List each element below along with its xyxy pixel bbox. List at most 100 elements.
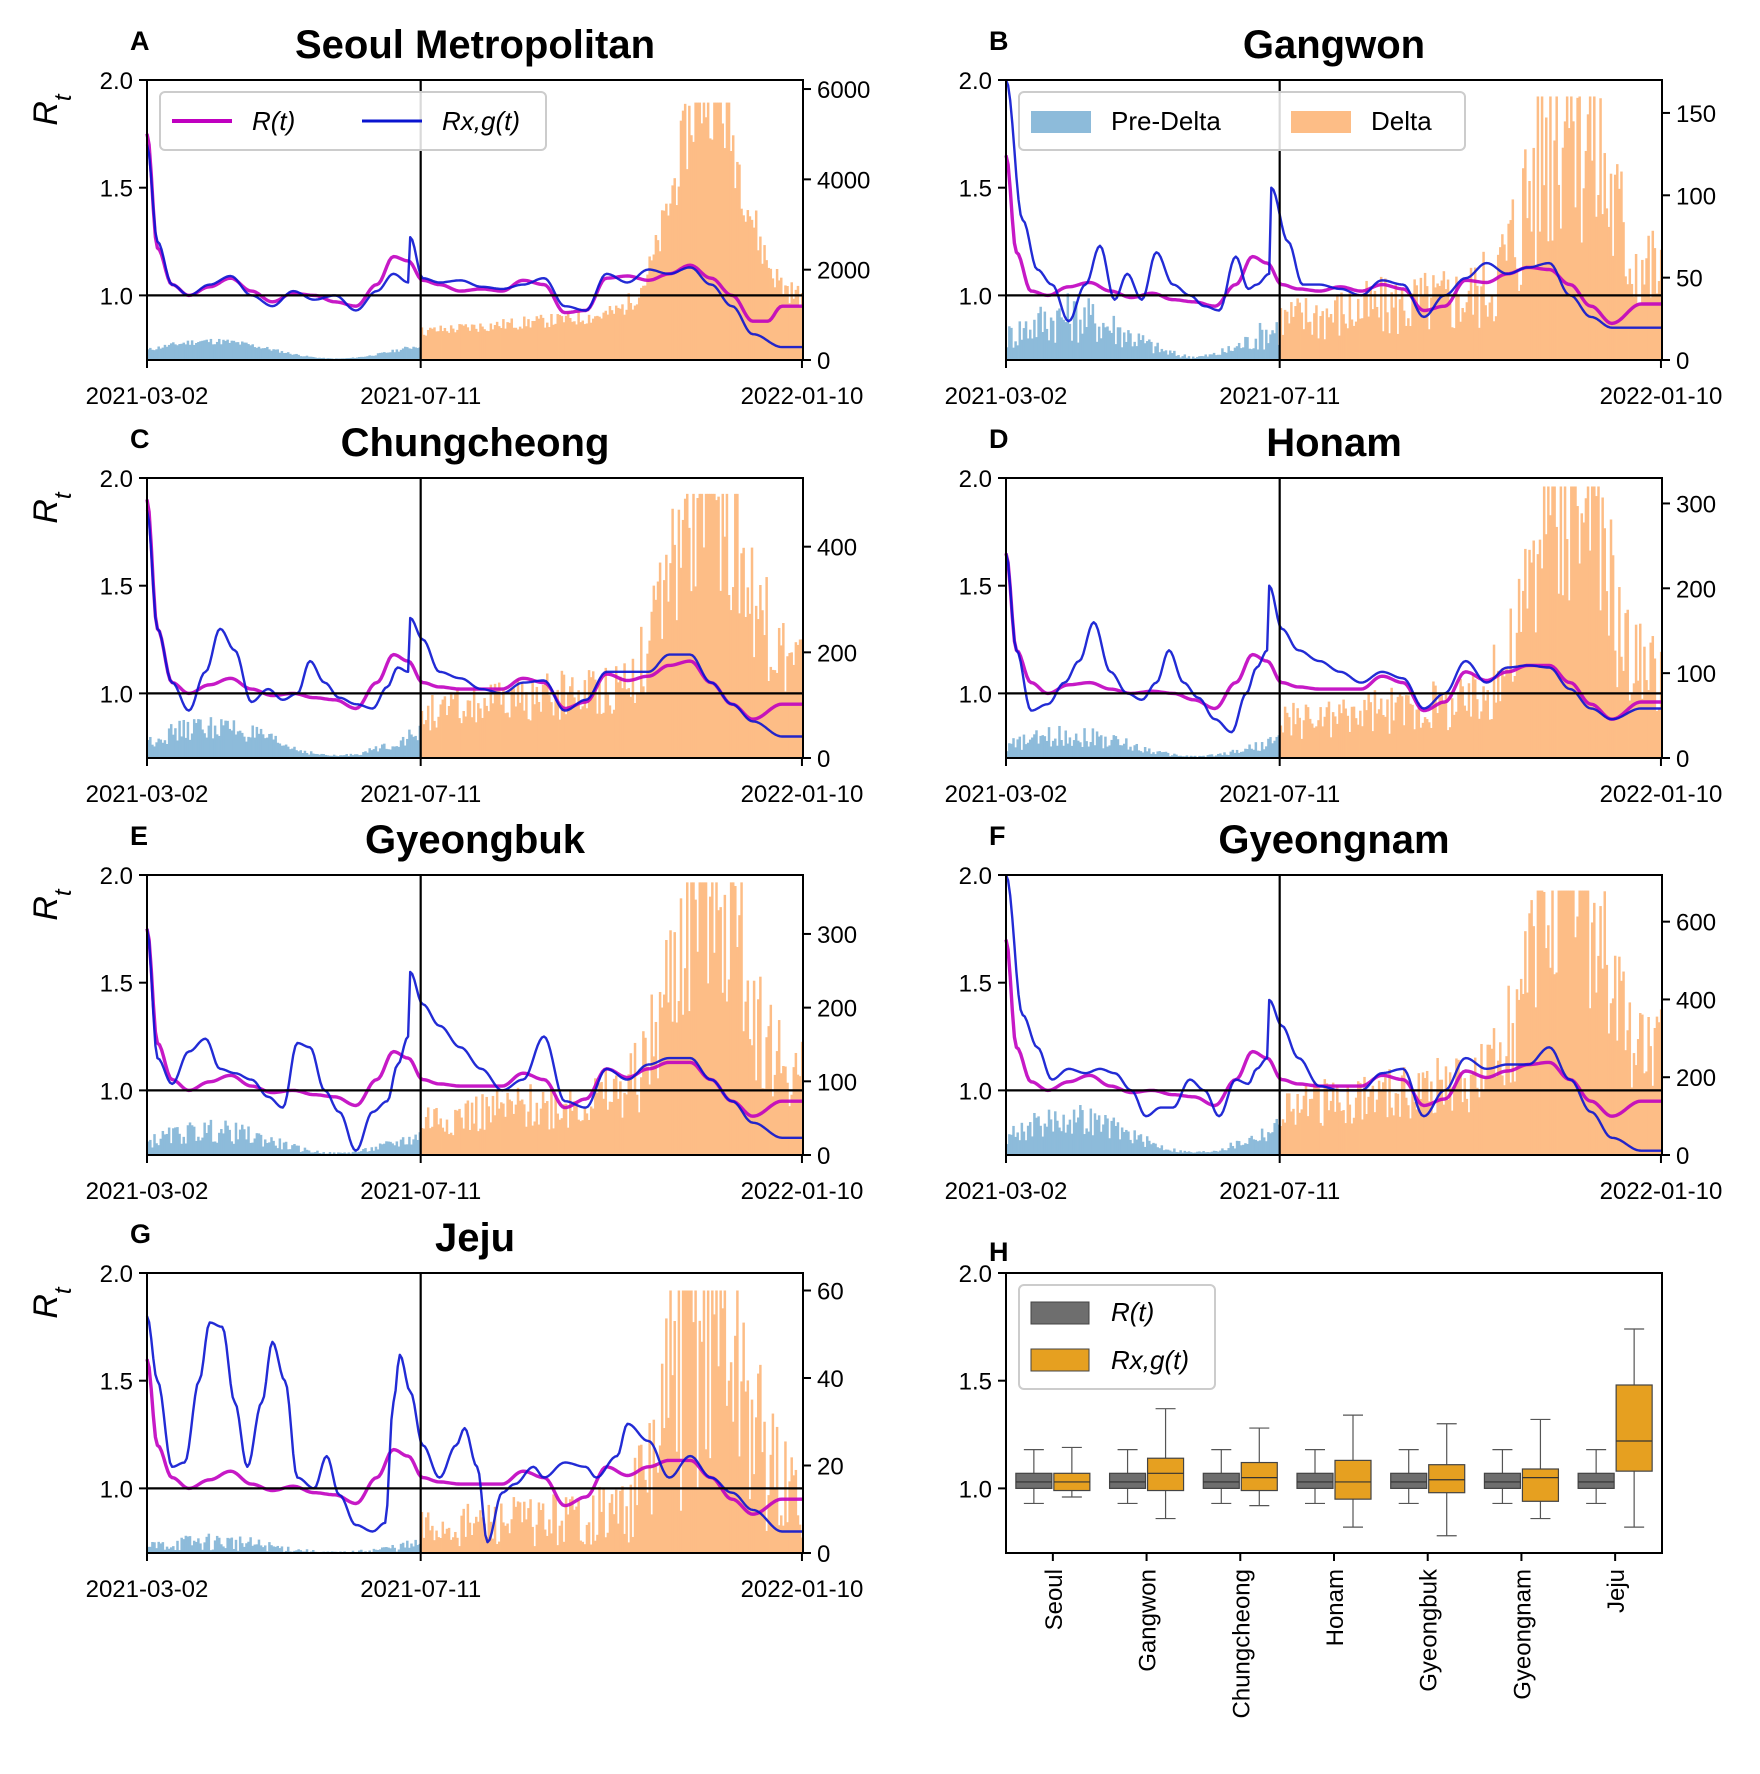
case-bar	[1152, 353, 1155, 360]
case-bar	[1106, 1118, 1109, 1155]
case-bar	[1077, 740, 1080, 758]
case-bar	[508, 322, 511, 360]
case-bar	[564, 1103, 568, 1155]
case-bar	[518, 1502, 522, 1553]
case-bars	[147, 1290, 804, 1553]
case-bar	[671, 1375, 674, 1553]
case-bar	[1313, 313, 1316, 360]
case-bar	[1505, 1056, 1508, 1155]
case-bar	[420, 1127, 424, 1155]
case-bar	[1492, 1028, 1496, 1155]
case-bar	[1334, 1111, 1337, 1155]
case-bar	[182, 342, 186, 360]
panel-letter: D	[989, 424, 1009, 454]
case-bar	[1382, 1082, 1385, 1155]
case-bar	[1407, 1105, 1410, 1155]
case-bar	[665, 203, 668, 360]
case-bar	[604, 1537, 608, 1553]
case-bar	[600, 1081, 603, 1155]
case-bar	[176, 1127, 179, 1155]
case-bar	[1613, 650, 1617, 758]
case-bar	[1198, 755, 1201, 758]
case-bar	[677, 186, 681, 360]
case-bar	[188, 739, 192, 758]
case-bar	[155, 349, 158, 360]
case-bar	[353, 357, 357, 360]
case-bar	[314, 1152, 317, 1155]
case-bar	[1375, 306, 1379, 360]
case-bar	[1256, 750, 1260, 758]
case-bar	[1120, 347, 1124, 360]
case-bar	[658, 1445, 662, 1553]
case-bar	[218, 338, 221, 360]
case-bar	[272, 1140, 275, 1155]
case-bar	[1022, 1131, 1026, 1155]
case-bar	[560, 1118, 564, 1155]
case-bar	[1031, 737, 1034, 758]
case-bar	[1517, 999, 1521, 1155]
case-bar	[1083, 728, 1086, 758]
case-bar	[1026, 338, 1030, 360]
box	[1334, 1459, 1372, 1500]
case-bar	[1507, 223, 1510, 360]
box-rx	[1146, 1408, 1185, 1520]
case-bar	[725, 1405, 729, 1553]
case-bar	[1054, 738, 1057, 758]
case-bar	[1300, 1109, 1304, 1155]
case-bar	[1068, 323, 1072, 360]
case-bar	[1250, 1135, 1253, 1155]
case-bar	[556, 1545, 559, 1553]
case-bar	[456, 329, 459, 360]
case-bar	[543, 327, 547, 360]
legend-rx-swatch	[1030, 1348, 1090, 1372]
case-bar	[1519, 631, 1523, 758]
case-bar	[790, 1457, 793, 1553]
case-bar	[178, 1133, 181, 1155]
case-bar	[293, 354, 296, 360]
case-bar	[598, 316, 601, 360]
case-bar	[416, 740, 419, 758]
case-bar	[205, 339, 208, 360]
case-bar	[1432, 275, 1435, 360]
case-bar	[577, 1119, 580, 1155]
case-bar	[209, 717, 213, 758]
case-bar	[226, 720, 229, 758]
case-bar	[1079, 1105, 1082, 1155]
case-bar	[619, 1490, 622, 1553]
case-bar	[393, 1145, 397, 1155]
case-bar	[349, 753, 353, 758]
case-bar	[1185, 755, 1189, 758]
case-bar	[153, 350, 156, 360]
case-bar	[533, 1121, 536, 1155]
case-bar	[316, 754, 319, 758]
case-bar	[1336, 294, 1339, 360]
case-bar	[696, 1489, 699, 1553]
case-bar	[226, 1125, 229, 1155]
case-bar	[529, 327, 532, 360]
y2tick-label: 100	[817, 1069, 857, 1096]
case-bar	[1540, 568, 1544, 758]
case-bar	[495, 321, 499, 360]
case-bar	[1407, 318, 1410, 360]
case-bar	[1570, 96, 1573, 360]
case-bar	[1041, 1136, 1045, 1155]
case-bar	[1534, 632, 1538, 758]
case-bar	[1553, 486, 1556, 758]
case-bar	[1204, 354, 1207, 360]
case-bar	[1194, 1152, 1197, 1155]
case-bar	[623, 1533, 626, 1553]
case-bar	[535, 316, 539, 360]
case-bar	[1448, 1072, 1452, 1155]
case-bar	[1031, 338, 1034, 360]
case-bar	[429, 1128, 432, 1155]
case-bar	[1229, 1142, 1233, 1155]
case-bar	[1041, 332, 1045, 360]
case-bar	[435, 331, 438, 360]
case-bar	[1154, 1143, 1157, 1155]
case-bar	[1275, 1118, 1278, 1155]
case-bar	[1346, 1086, 1350, 1155]
case-bar	[343, 1152, 346, 1155]
case-bar	[161, 742, 165, 758]
case-bar	[788, 1481, 791, 1553]
case-bar	[619, 1081, 622, 1155]
